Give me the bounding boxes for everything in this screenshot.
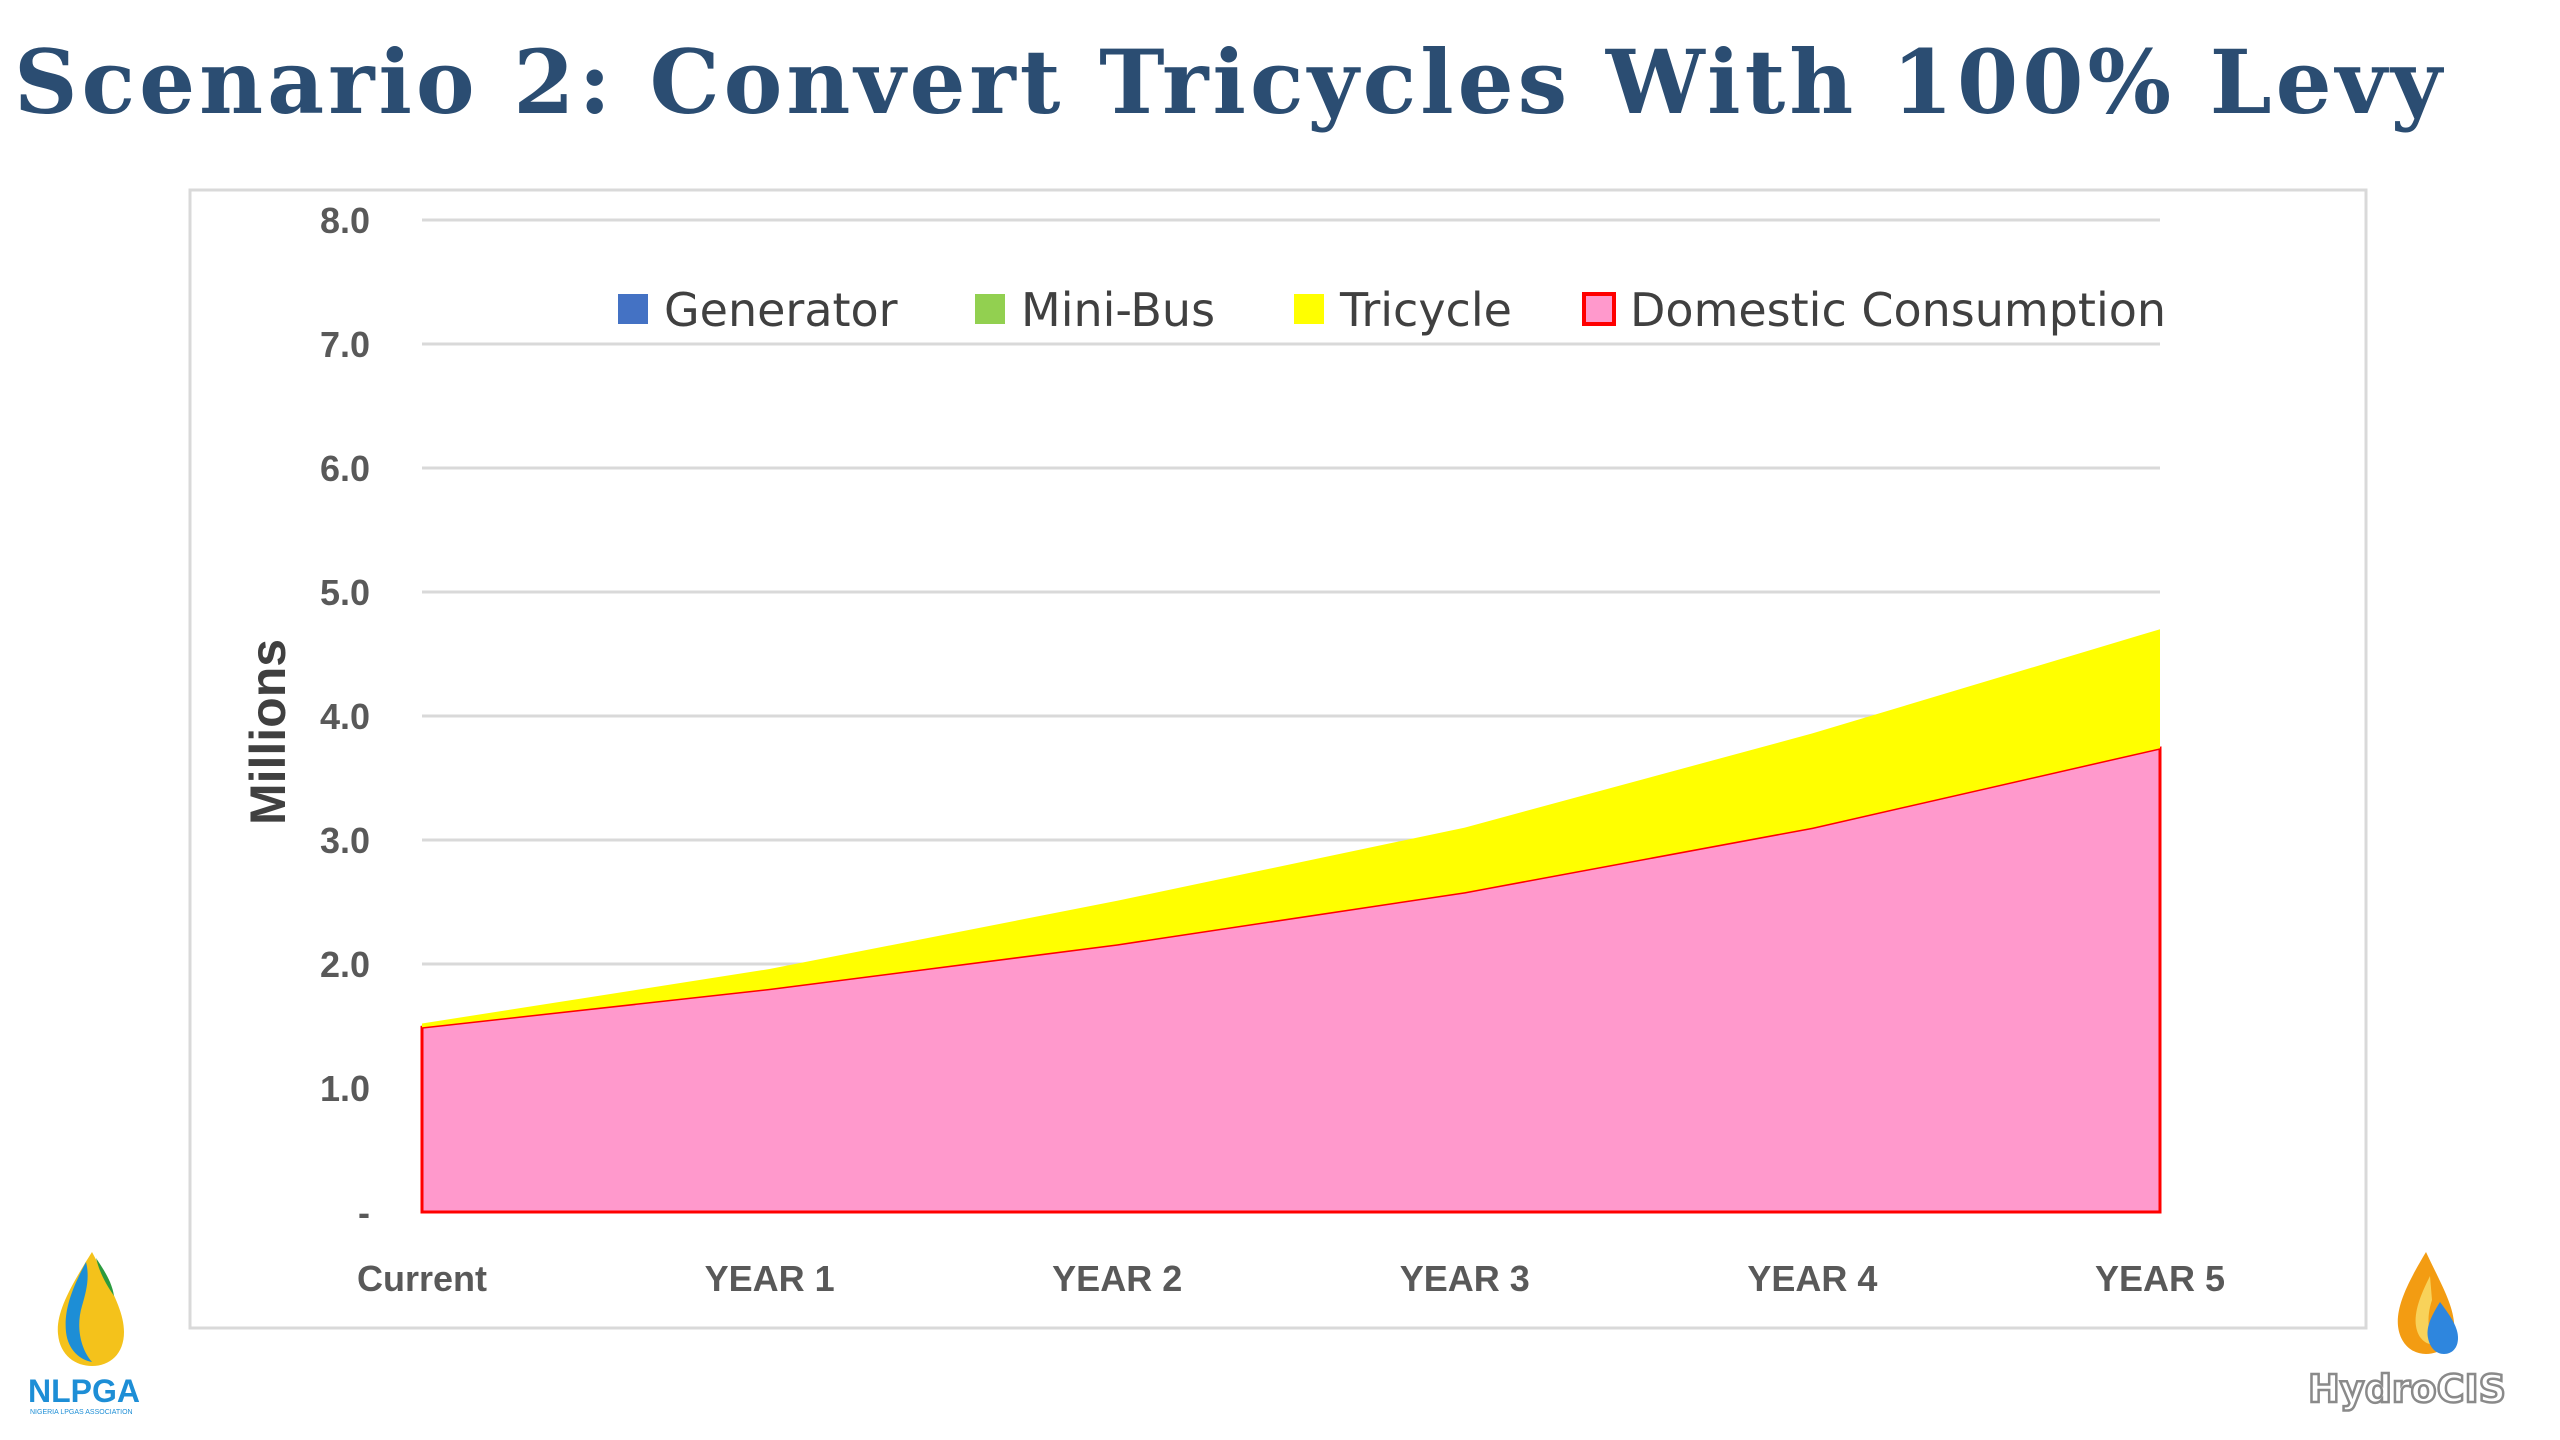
area-series [420,629,2162,1214]
y-tick-label: 1.0 [320,1068,370,1109]
flame-drop-icon [57,1252,124,1366]
x-tick-label: YEAR 2 [1052,1258,1182,1299]
legend-label: Mini-Bus [1021,283,1215,337]
flame-water-drop-icon [2397,1252,2458,1354]
legend: Generator Mini-Bus Tricycle Domestic Consum… [618,283,2166,337]
y-axis-label: Millions [240,639,296,825]
nlpga-logo: NLPGA NIGERIA LPGAS ASSOCIATION [28,1252,140,1416]
hydrocis-logo: HydroCIS [2307,1252,2507,1412]
y-tick-label: 3.0 [320,820,370,861]
x-tick-label: YEAR 5 [2095,1258,2225,1299]
legend-swatch [1294,294,1324,324]
y-tick-label: 4.0 [320,696,370,737]
nlpga-logo-text: NLPGA [28,1373,140,1409]
legend-label: Tricycle [1339,283,1512,337]
legend-swatch [618,294,648,324]
legend-swatch [975,294,1005,324]
y-axis-ticks: - 1.0 2.0 3.0 4.0 5.0 6.0 7.0 8.0 [320,200,370,1233]
legend-label: Generator [664,283,898,337]
y-tick-label: 8.0 [320,200,370,241]
x-tick-label: YEAR 3 [1400,1258,1530,1299]
legend-label: Domestic Consumption [1630,283,2166,337]
y-tick-label: - [358,1192,370,1233]
page-title: Scenario 2: Convert Tricycles With 100% … [14,30,2446,134]
y-tick-label: 2.0 [320,944,370,985]
y-tick-label: 7.0 [320,324,370,365]
y-tick-label: 5.0 [320,572,370,613]
x-axis-ticks: Current YEAR 1 YEAR 2 YEAR 3 YEAR 4 YEAR 5 [357,1258,2225,1299]
hydrocis-logo-text: HydroCIS [2308,1367,2506,1411]
x-tick-label: Current [357,1258,487,1299]
y-tick-label: 6.0 [320,448,370,489]
nlpga-logo-subtext: NIGERIA LPGAS ASSOCIATION [30,1409,133,1416]
x-tick-label: YEAR 1 [705,1258,835,1299]
x-tick-label: YEAR 4 [1747,1258,1877,1299]
legend-swatch [1582,292,1616,326]
